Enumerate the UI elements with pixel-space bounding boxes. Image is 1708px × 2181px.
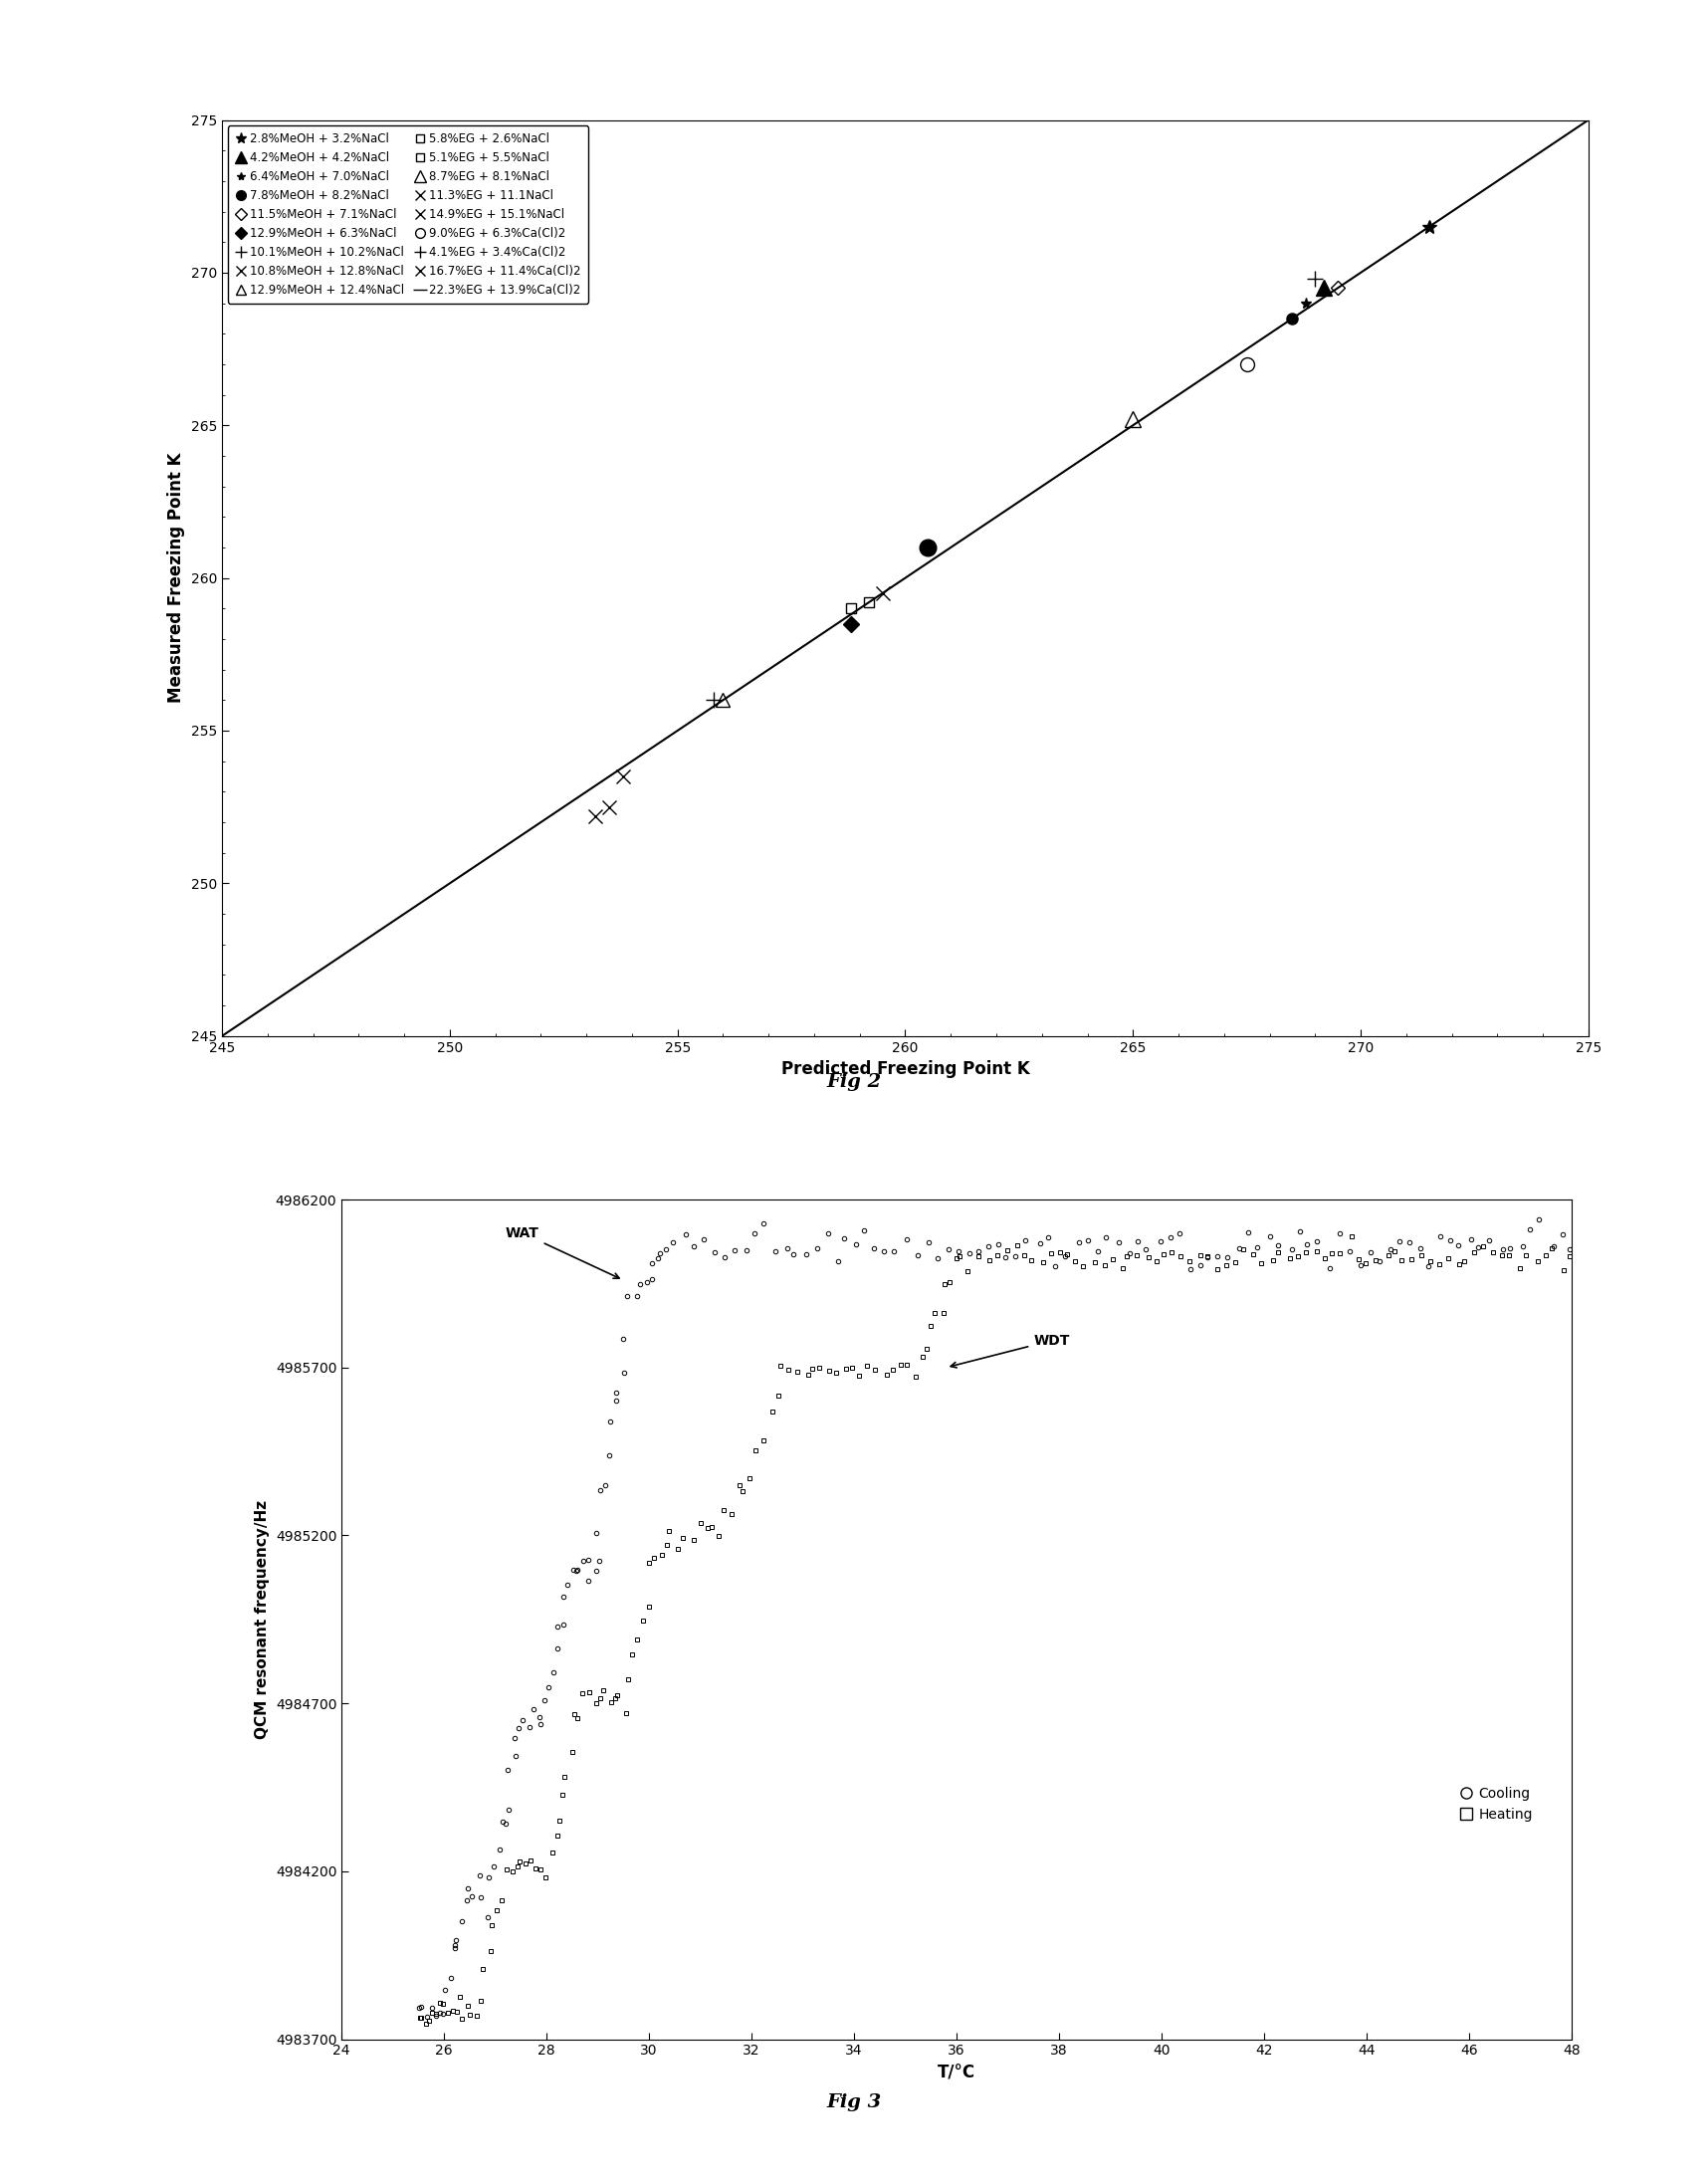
Legend: 2.8%MeOH + 3.2%NaCl, 4.2%MeOH + 4.2%NaCl, 6.4%MeOH + 7.0%NaCl, 7.8%MeOH + 8.2%Na: 2.8%MeOH + 3.2%NaCl, 4.2%MeOH + 4.2%NaCl… [227, 126, 588, 303]
Text: Fig 2: Fig 2 [827, 1073, 881, 1090]
Text: Fig 3: Fig 3 [827, 2094, 881, 2111]
X-axis label: Predicted Freezing Point K: Predicted Freezing Point K [781, 1060, 1030, 1077]
Y-axis label: Measured Freezing Point K: Measured Freezing Point K [167, 454, 186, 702]
Text: WDT: WDT [951, 1333, 1069, 1367]
Text: WAT: WAT [506, 1226, 620, 1278]
X-axis label: T/°C: T/°C [938, 2063, 975, 2081]
Legend: Cooling, Heating: Cooling, Heating [1452, 1780, 1541, 1828]
Y-axis label: QCM resonant frequency/Hz: QCM resonant frequency/Hz [254, 1501, 270, 1738]
